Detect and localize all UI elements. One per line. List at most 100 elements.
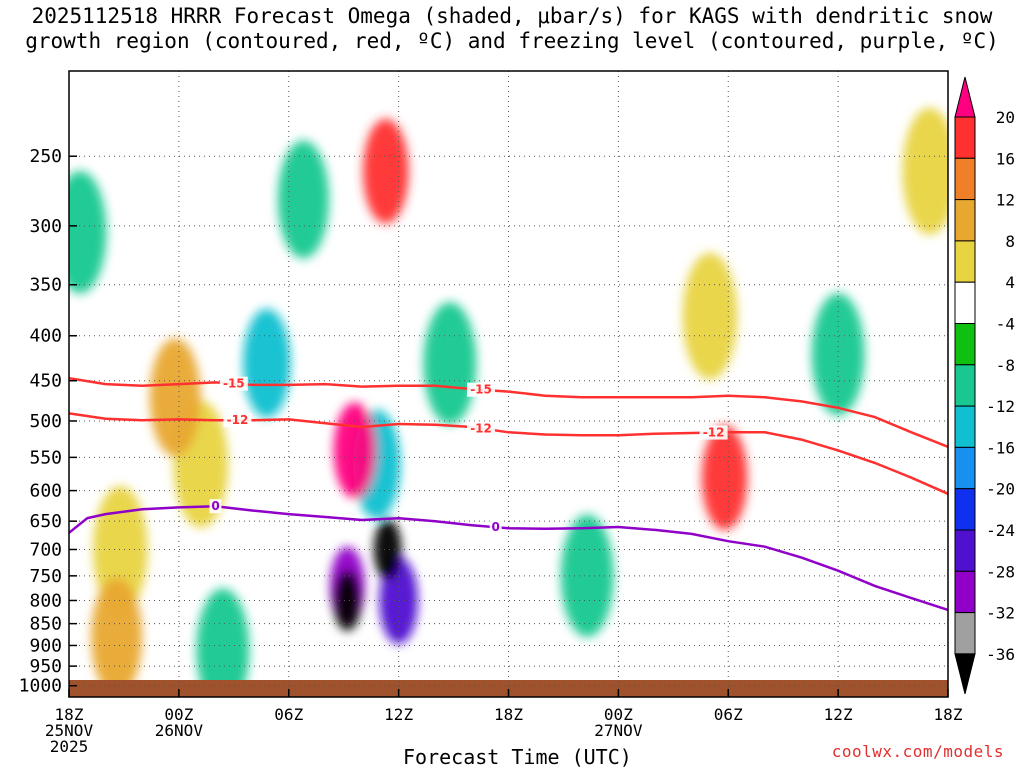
omega-blob	[363, 118, 409, 224]
y-tick-label: 250	[29, 146, 62, 167]
omega-blob	[423, 302, 477, 425]
x-tick-label: 12Z	[824, 705, 853, 724]
contour-label-bg	[209, 499, 222, 514]
y-tick-label: 950	[29, 656, 62, 677]
y-tick-label: 900	[29, 635, 62, 656]
chart-title: 2025112518 HRRR Forecast Omega (shaded, …	[0, 4, 1024, 54]
contour-label: -15	[223, 377, 245, 391]
omega-blob	[811, 293, 865, 416]
contour-label-bg	[467, 382, 496, 397]
chart-title-line2: growth region (contoured, red, ºC) and f…	[25, 29, 999, 53]
colorbar-label: -12	[986, 397, 1015, 416]
contour-label-bg	[223, 413, 252, 428]
contours: -15 -15 -12 -12 -12 0 0	[69, 376, 948, 612]
y-tick-label: 1000	[19, 676, 62, 697]
y-tick-label: 350	[29, 275, 62, 296]
colorbar-cap-bottom	[954, 653, 976, 695]
colorbar-swatch	[954, 364, 976, 407]
x-tick-label: 26NOV	[155, 721, 204, 740]
x-tick-label: 06Z	[274, 705, 303, 724]
omega-blob	[92, 486, 148, 613]
colorbar-label: -36	[986, 645, 1015, 664]
colorbar-label: -32	[986, 604, 1015, 623]
x-tick-label: 00Z	[164, 705, 193, 724]
y-axis: 2503003504004505005506006507007508008509…	[19, 146, 77, 697]
colorbar-label: -20	[986, 480, 1015, 499]
chart-title-line1: 2025112518 HRRR Forecast Omega (shaded, …	[31, 4, 993, 28]
y-tick-label: 750	[29, 566, 62, 587]
omega-blob	[333, 402, 376, 499]
colorbar-label: 12	[996, 191, 1015, 210]
colorbar-label: 8	[1005, 232, 1015, 251]
omega-blobs	[69, 107, 948, 697]
colorbar-label: -8	[996, 356, 1015, 375]
contour-label-bg	[219, 376, 248, 391]
x-tick-label: 27NOV	[594, 721, 643, 740]
omega-blob	[373, 519, 402, 580]
x-tick-label: 06Z	[714, 705, 743, 724]
contour-label: 0	[211, 499, 219, 513]
colorbar-swatch	[954, 405, 976, 448]
omega-blob	[902, 107, 948, 235]
y-tick-label: 650	[29, 511, 62, 532]
contour-label-bg	[699, 425, 728, 440]
y-tick-label: 700	[29, 539, 62, 560]
colorbar-label: 20	[996, 108, 1015, 127]
omega-blob	[196, 588, 250, 697]
y-tick-label: 600	[29, 481, 62, 502]
omega-blob	[243, 308, 291, 418]
omega-blob	[682, 252, 738, 380]
x-tick-label: 2025	[50, 737, 89, 756]
colorbar-label: -4	[996, 315, 1015, 334]
colorbar-swatch	[954, 446, 976, 490]
contour-label-bg	[467, 421, 496, 436]
contour-label: -12	[703, 426, 725, 440]
y-tick-label: 500	[29, 411, 62, 432]
colorbar-swatch	[954, 488, 976, 531]
y-tick-label: 400	[29, 326, 62, 347]
y-tick-label: 800	[29, 590, 62, 611]
colorbar-label: 4	[1005, 273, 1015, 292]
contour-label: -15	[470, 383, 492, 397]
colorbar-swatch	[954, 323, 976, 366]
colorbar-swatch	[954, 116, 976, 159]
x-tick-label: 18Z	[934, 705, 963, 724]
y-tick-label: 850	[29, 614, 62, 635]
x-axis-title: Forecast Time (UTC)	[403, 745, 632, 769]
x-tick-label: 18Z	[494, 705, 523, 724]
colorbar-label: -16	[986, 438, 1015, 457]
contour-label-bg	[489, 520, 502, 535]
colorbar-label: -28	[986, 562, 1015, 581]
omega-blob	[277, 140, 329, 259]
colorbar-swatch	[954, 570, 976, 614]
omega-blob	[149, 338, 201, 457]
credit-link[interactable]: coolwx.com/models	[831, 742, 1004, 761]
omega-shading	[69, 107, 948, 697]
x-tick-label: 00Z	[604, 705, 633, 724]
colorbar-swatch	[954, 281, 976, 325]
x-tick-label: 25NOV	[45, 721, 94, 740]
colorbar-swatch	[954, 199, 976, 242]
colorbar-swatch	[954, 240, 976, 283]
contour-line--15	[69, 376, 948, 448]
colorbar-label: -24	[986, 521, 1015, 540]
y-tick-label: 300	[29, 216, 62, 237]
colorbar-label: 16	[996, 149, 1015, 168]
contour-line--12	[69, 412, 948, 495]
omega-blob	[560, 514, 614, 638]
y-tick-label: 550	[29, 447, 62, 468]
omega-blob	[91, 577, 143, 696]
y-tick-label: 450	[29, 371, 62, 392]
colorbar-swatch	[954, 157, 976, 201]
x-tick-label: 18Z	[55, 705, 84, 724]
x-tick-label: 12Z	[384, 705, 413, 724]
omega-blob	[701, 425, 748, 531]
colorbar-cap-top	[954, 76, 976, 118]
contour-label: -12	[470, 421, 492, 435]
colorbar-swatch	[954, 612, 976, 655]
contour-label: -12	[227, 413, 249, 427]
colorbar: 20 16 12 8 4 -4 -8 -12 -16 -20 -24 -28 -32 -36	[954, 76, 1015, 695]
omega-blob	[69, 170, 107, 294]
